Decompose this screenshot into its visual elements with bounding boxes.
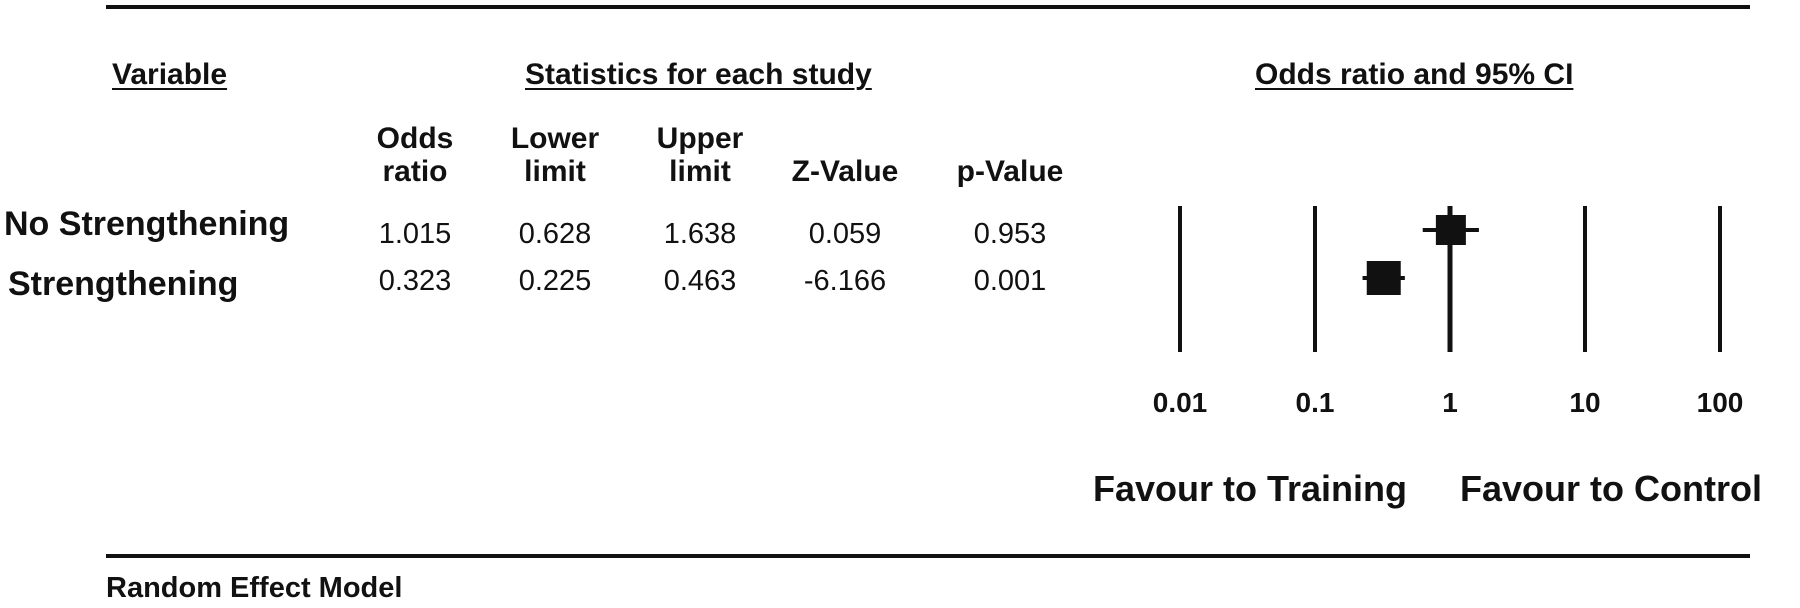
table-cell: 0.059: [808, 218, 882, 250]
favour-control-label: Favour to Control: [1460, 468, 1762, 509]
table-cell: 1.638: [663, 218, 737, 250]
point-estimate-marker: [1435, 215, 1466, 245]
point-estimate-marker: [1366, 261, 1401, 295]
bottom-rule: [106, 554, 1750, 558]
col-z-value: Z-Value: [791, 155, 899, 188]
table-cell: 0.463: [663, 265, 737, 297]
tick-label: 0.1: [1296, 387, 1335, 418]
favour-training-label: Favour to Training: [1093, 468, 1408, 509]
model-footer: Random Effect Model: [106, 572, 403, 604]
table-cell: 0.001: [973, 265, 1047, 297]
top-rule: [106, 5, 1750, 9]
table-cell: 0.323: [378, 265, 452, 297]
variable-header: Variable: [112, 58, 228, 91]
row-label-strengthening: Strengthening: [8, 265, 239, 303]
table-cell: 0.953: [973, 218, 1047, 250]
statistics-header: Statistics for each study: [525, 58, 872, 91]
forest-plot: 0.01 0.1 1 10 100: [1153, 206, 1744, 418]
tick-label: 1: [1442, 387, 1458, 418]
odds-ci-header: Odds ratio and 95% CI: [1255, 58, 1574, 91]
col-upper-limit: Upper limit: [656, 122, 744, 188]
table-cell: 0.225: [518, 265, 592, 297]
table-cell: 0.628: [518, 218, 592, 250]
tick-label: 10: [1569, 387, 1600, 418]
col-p-value: p-Value: [956, 155, 1064, 188]
tick-label: 0.01: [1153, 387, 1208, 418]
table-cell: 1.015: [378, 218, 452, 250]
tick-label: 100: [1697, 387, 1744, 418]
col-odds-ratio: Odds ratio: [376, 122, 454, 188]
col-lower-limit: Lower limit: [510, 122, 600, 188]
table-cell: -6.166: [803, 265, 887, 297]
row-label-no-strengthening: No Strengthening: [4, 205, 290, 243]
